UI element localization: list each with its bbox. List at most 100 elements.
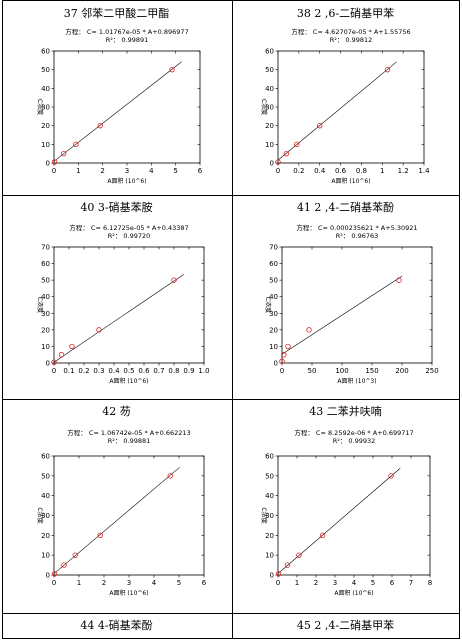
y-tick-label: 50 <box>41 277 50 285</box>
x-tick-label: 0.5 <box>123 367 134 375</box>
x-tick-label: 4 <box>352 579 357 587</box>
plot-area <box>277 50 425 164</box>
data-point <box>73 141 79 148</box>
y-tick-label: 0 <box>46 572 50 580</box>
x-tick-label: 1 <box>380 167 384 175</box>
y-axis-label: C浓度 <box>264 297 272 313</box>
y-tick-label: 30 <box>41 310 50 318</box>
data-point <box>61 150 67 157</box>
equation-label: 方程： C= 0.000235621 * A+5.30921 <box>296 223 417 232</box>
cell-title-43: 43 二苯并呋喃 <box>309 405 382 418</box>
x-tick-label: 0.8 <box>168 367 179 375</box>
fit-line <box>53 274 184 363</box>
plot-area <box>53 246 205 364</box>
x-tick-label: 100 <box>335 367 348 375</box>
x-tick-label: 0 <box>52 167 56 175</box>
y-tick-label: 0 <box>46 160 50 168</box>
y-tick-label: 0 <box>270 160 274 168</box>
x-tick-label: 3 <box>333 579 337 587</box>
data-point <box>97 532 103 539</box>
r-squared-label: R²： 0.99891 <box>106 36 149 44</box>
y-tick-label: 70 <box>269 244 278 252</box>
y-tick-label: 20 <box>41 532 50 540</box>
data-point <box>396 277 402 283</box>
x-tick-label: 2 <box>100 167 104 175</box>
x-tick-label: 6 <box>198 167 203 175</box>
y-axis-label: C浓度 <box>260 99 268 115</box>
fit-line <box>281 275 403 355</box>
x-tick-label: 0.2 <box>78 367 89 375</box>
data-point <box>51 359 57 365</box>
y-tick-label: 20 <box>265 532 274 540</box>
x-tick-label: 4 <box>149 167 154 175</box>
y-tick-label: 40 <box>41 492 50 500</box>
y-tick-label: 20 <box>265 122 274 130</box>
data-point <box>388 473 394 479</box>
cell-title-38: 38 2 ,6-二硝基甲苯 <box>296 7 395 20</box>
x-tick-label: 0.9 <box>183 367 194 375</box>
x-tick-label: 2 <box>314 579 318 587</box>
x-tick-label: 0 <box>52 367 56 375</box>
plot-area <box>53 455 205 576</box>
data-point <box>51 571 58 577</box>
equation-label: 方程： C= 4.62707e-05 * A+1.55756 <box>291 27 410 36</box>
y-tick-label: 40 <box>265 85 274 93</box>
x-tick-label: 1 <box>77 579 81 587</box>
y-tick-label: 10 <box>41 552 50 560</box>
fit-line <box>277 61 397 161</box>
y-tick-label: 0 <box>46 360 50 368</box>
data-point <box>281 352 287 358</box>
x-axis-label: A面积 (10^6) <box>334 589 373 597</box>
y-tick-label: 10 <box>269 343 278 351</box>
x-tick-label: 5 <box>177 579 181 587</box>
x-tick-label: 3 <box>125 167 129 175</box>
row-divider <box>3 399 459 400</box>
y-tick-label: 50 <box>41 472 50 480</box>
fit-line <box>53 467 180 574</box>
equation-label: 方程： C= 8.2592e-06 * A+0.699717 <box>294 428 413 437</box>
x-tick-label: 150 <box>365 367 378 375</box>
x-tick-label: 1.0 <box>198 367 209 375</box>
r-squared-label: R²： 0.99881 <box>108 437 151 445</box>
y-tick-label: 20 <box>41 122 50 130</box>
data-point <box>296 552 302 558</box>
r-squared-label: R²： 0.99812 <box>330 36 373 44</box>
y-tick-label: 40 <box>265 492 274 500</box>
x-tick-label: 0 <box>276 167 280 175</box>
fit-line <box>277 467 401 574</box>
y-tick-label: 60 <box>265 48 274 56</box>
data-point <box>317 122 323 129</box>
data-point <box>72 552 78 558</box>
equation-label: 方程： C= 1.01767e-05 * A+0.896977 <box>65 27 188 36</box>
cell-title-41: 41 2 ,4-二硝基苯酚 <box>296 201 395 214</box>
y-tick-label: 50 <box>269 277 278 285</box>
x-tick-label: 5 <box>173 167 177 175</box>
y-tick-label: 30 <box>265 512 274 520</box>
y-tick-label: 50 <box>265 472 274 480</box>
data-point <box>306 327 312 333</box>
x-tick-label: 1.4 <box>418 167 430 175</box>
x-tick-label: 2 <box>102 579 106 587</box>
y-tick-label: 10 <box>41 141 50 149</box>
x-tick-label: 250 <box>425 367 438 375</box>
row-divider <box>3 195 459 196</box>
x-tick-label: 0.6 <box>335 167 347 175</box>
data-point <box>284 562 291 568</box>
y-tick-label: 10 <box>265 552 274 560</box>
y-tick-label: 30 <box>41 512 50 520</box>
x-tick-label: 200 <box>395 367 408 375</box>
plot-area <box>281 246 433 364</box>
y-tick-label: 10 <box>41 343 50 351</box>
y-tick-label: 70 <box>41 244 50 252</box>
y-tick-label: 0 <box>274 360 278 368</box>
data-point <box>51 159 58 165</box>
y-tick-label: 30 <box>265 104 274 112</box>
plot-area <box>53 50 201 164</box>
x-tick-label: 4 <box>152 579 157 587</box>
data-point <box>97 122 103 129</box>
column-divider <box>232 1 233 638</box>
r-squared-label: R²： 0.99720 <box>108 232 151 240</box>
